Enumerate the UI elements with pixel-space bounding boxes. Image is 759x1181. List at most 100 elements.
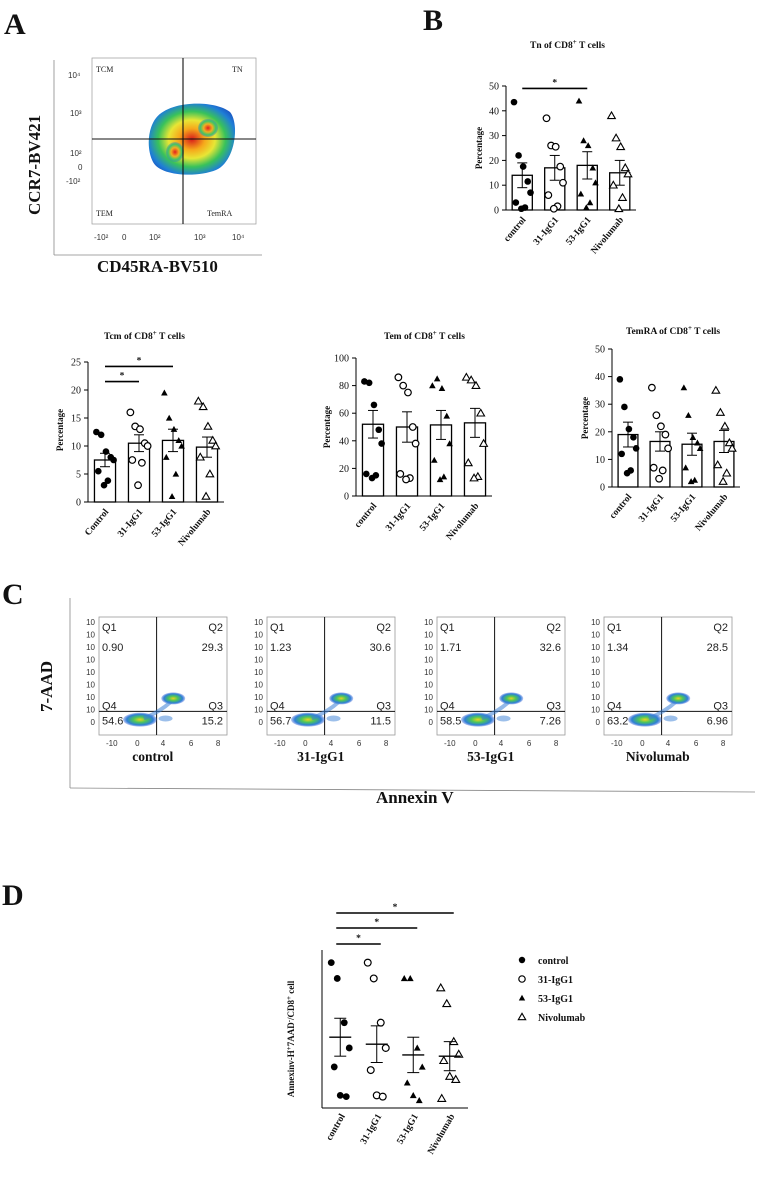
data-point	[443, 412, 451, 419]
flow-plot-box	[98, 616, 228, 736]
panel-a-quad-temra: TemRA	[207, 209, 232, 218]
y-tick-label: 20	[71, 386, 81, 397]
data-point	[471, 380, 481, 389]
data-point	[615, 141, 626, 151]
data-point	[559, 178, 567, 187]
data-point	[618, 450, 625, 458]
x-category-label: 53-IgG1	[418, 501, 447, 533]
flow-y-tick: 10	[254, 693, 263, 702]
data-point	[727, 443, 737, 452]
data-point	[415, 1097, 423, 1104]
flow-x-tick: -10	[106, 739, 118, 748]
flow-y-tick: 10	[86, 681, 95, 690]
y-tick-label: 40	[339, 436, 349, 447]
data-point	[680, 384, 688, 391]
data-point	[620, 162, 630, 172]
x-category-label: 53-IgG1	[150, 507, 179, 539]
flow-y-tick: 10	[86, 631, 95, 640]
x-category-label: control	[502, 215, 528, 244]
data-point	[461, 372, 472, 381]
data-point	[649, 463, 658, 472]
data-point	[396, 470, 405, 478]
flow-plot-control: Q1 0.90 Q2 29.3 Q4 54.6 Q3 15.2 10 10 10 10 10 10 10 10…	[86, 616, 228, 764]
data-point	[575, 97, 583, 104]
legend-marker	[518, 994, 526, 1001]
data-point	[161, 389, 168, 396]
flow-x-tick: 6	[357, 739, 362, 748]
flow-y-tick: 10	[86, 668, 95, 677]
data-point	[201, 491, 211, 500]
flow-cluster-bridge	[481, 700, 511, 721]
legend-marker	[517, 1012, 527, 1021]
flow-x-tick: 0	[135, 739, 140, 748]
flow-x-tick: 8	[721, 739, 726, 748]
x-category-label: Nivolumab	[590, 216, 627, 257]
panel-a-x-ticks: -10² 0 10² 10³ 10⁴	[94, 233, 245, 242]
data-point	[577, 190, 585, 197]
x-category-label: 31-IgG1	[116, 507, 145, 539]
y-tick-label: 0	[76, 498, 81, 509]
data-point	[519, 163, 527, 170]
panel-a-ytick: 10³	[70, 109, 82, 118]
significance-star: *	[137, 356, 142, 366]
significance-star: *	[374, 918, 379, 928]
data-point	[336, 1091, 344, 1099]
flow-y-tick: 0	[259, 718, 264, 727]
data-point	[623, 469, 631, 477]
chart-tcm: Tcm of CD8+ T cells 0 5 10 15 20 25 Percentage C…	[55, 329, 224, 548]
flow-plot-label: Nivolumab	[626, 749, 690, 764]
data-point	[438, 1055, 449, 1065]
y-tick-label: 100	[334, 354, 349, 365]
data-point	[399, 381, 408, 390]
x-category-label: control	[608, 492, 634, 521]
quadrant-q4-value: 63.2	[607, 715, 628, 727]
flow-x-tick: 0	[303, 739, 308, 748]
x-category-label: Nivolumab	[445, 502, 482, 543]
flow-x-tick: -10	[274, 739, 286, 748]
quadrant-q4-label: Q4	[270, 700, 285, 712]
data-point	[436, 1093, 447, 1102]
quadrant-q4-label: Q4	[102, 700, 117, 712]
data-point	[205, 469, 215, 478]
data-point	[647, 383, 656, 392]
flow-cluster-bridge	[143, 700, 173, 721]
quadrant-q3-label: Q3	[713, 700, 728, 712]
data-point	[438, 385, 446, 391]
chart-title: Tn of CD8+ T cells	[530, 38, 605, 51]
data-point	[400, 975, 408, 982]
data-point	[715, 407, 726, 416]
data-point	[97, 431, 105, 439]
data-point	[404, 388, 412, 397]
data-point	[687, 478, 695, 485]
data-point	[621, 403, 628, 411]
flow-x-tick: 6	[527, 739, 532, 748]
quadrant-q4-value: 54.6	[102, 715, 123, 727]
legend-label: 53-IgG1	[538, 994, 573, 1005]
panel-a-hotspot-tn	[198, 119, 218, 137]
data-point	[696, 445, 704, 451]
data-point	[340, 1019, 348, 1027]
panel-a-y-ticks: 10⁴ 10³ 10² 0 -10²	[66, 71, 83, 186]
quadrant-q2-label: Q2	[208, 622, 223, 634]
panel-a-ytick: 0	[78, 163, 83, 172]
data-point	[430, 456, 438, 463]
data-point	[711, 385, 721, 394]
significance-star: *	[552, 78, 557, 88]
y-tick-label: 15	[71, 414, 81, 425]
flow-y-tick: 10	[86, 618, 95, 627]
flow-y-tick: 0	[429, 718, 434, 727]
data-point	[652, 411, 661, 420]
data-point	[632, 445, 640, 452]
data-point	[394, 373, 403, 382]
chart-temra: TemRA of CD8+ T cells 0 10 20 30 40 50 Percenta…	[580, 324, 740, 533]
x-category-label: 31-IgG1	[532, 215, 561, 247]
flow-plot-label: 53-IgG1	[467, 749, 515, 764]
data-point	[366, 1066, 375, 1075]
data-point	[611, 133, 621, 142]
y-tick-label: 50	[595, 345, 605, 356]
data-point	[689, 434, 697, 440]
quadrant-q1-label: Q1	[440, 622, 455, 634]
panel-c-x-label: Annexin V	[376, 788, 454, 807]
data-point	[721, 468, 732, 477]
data-point	[378, 440, 385, 447]
